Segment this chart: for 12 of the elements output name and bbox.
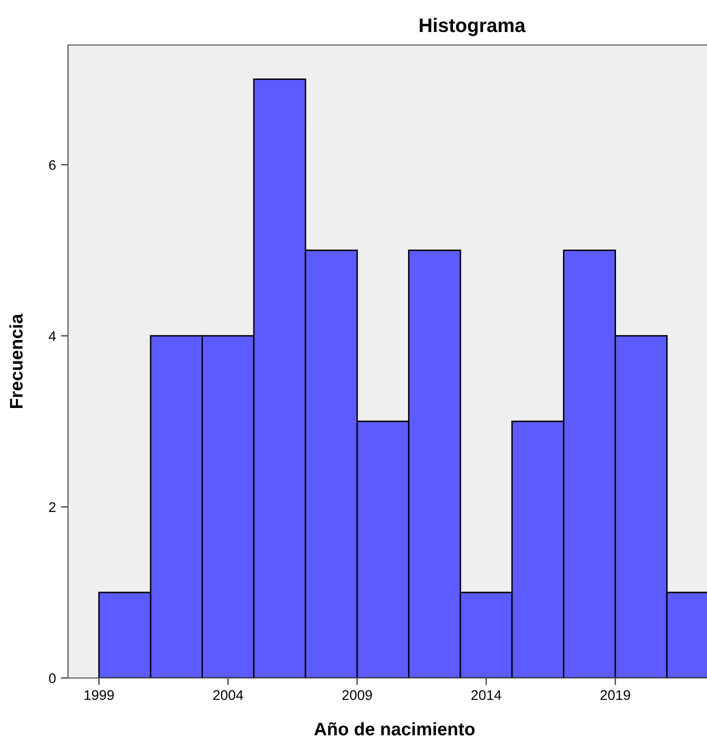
x-tick-label: 2009 <box>342 690 372 700</box>
y-tick-label: 2 <box>49 502 56 512</box>
x-tick-label: 1999 <box>84 690 114 700</box>
x-tick-label: 2004 <box>213 690 244 700</box>
y-tick-label: 6 <box>49 160 56 170</box>
x-axis-title: Año de nacimiento <box>314 722 475 736</box>
y-tick-label: 4 <box>48 331 56 341</box>
y-axis-title: Frecuencia <box>9 314 23 408</box>
x-tick-label: 2014 <box>471 690 502 700</box>
y-tick-label: 0 <box>49 673 56 684</box>
x-tick-label: 2019 <box>600 690 630 700</box>
chart-title: Histograma <box>420 18 526 36</box>
